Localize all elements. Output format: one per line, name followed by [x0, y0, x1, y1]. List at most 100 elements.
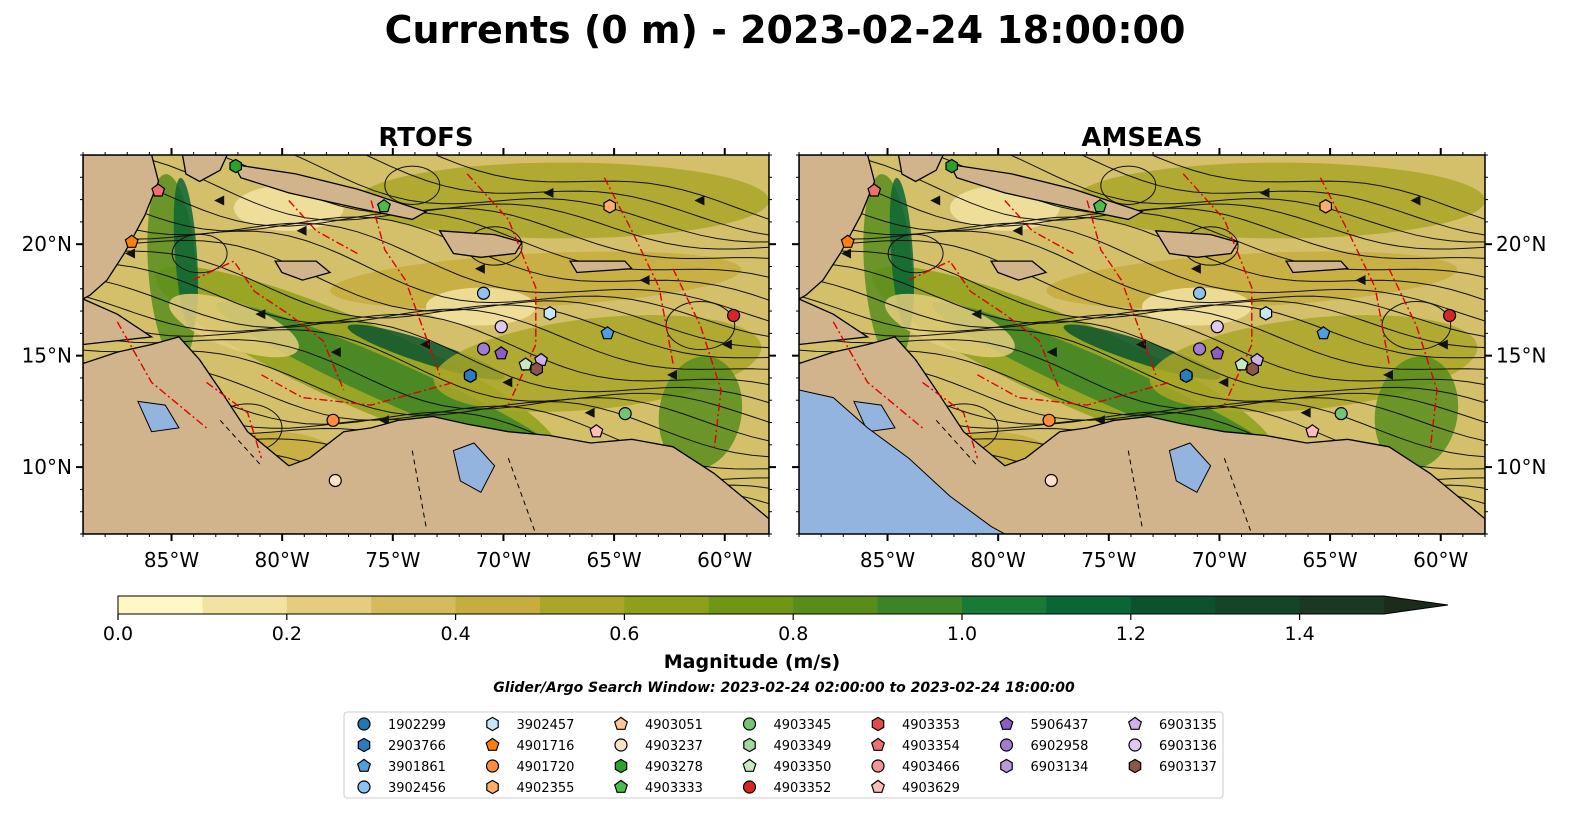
lon-tick-label: 65°W: [1302, 548, 1357, 572]
figure-title: Currents (0 m) - 2023-02-24 18:00:00: [385, 8, 1186, 52]
streamline: [83, 276, 769, 386]
platform-marker: [945, 158, 959, 174]
flow-arrow: [125, 248, 136, 259]
legend-label: 5906437: [1031, 718, 1089, 733]
eez-line: [370, 200, 441, 376]
flow-arrow: [639, 275, 650, 286]
flow-arrow: [296, 225, 307, 236]
platform-marker: [1334, 407, 1348, 421]
streamline: [1080, 155, 1485, 236]
legend-label: 4903353: [902, 718, 960, 733]
legend-item: 6902958: [999, 738, 1088, 754]
legend-label: 4903333: [645, 781, 703, 796]
flow-arrow: [1259, 187, 1270, 198]
platform-marker: [589, 424, 604, 438]
legend-label: 4903345: [774, 718, 832, 733]
lat-tick-label: 20°N: [22, 232, 72, 256]
platform-marker: [1319, 199, 1333, 214]
streamline: [83, 333, 769, 442]
streamline: [933, 155, 1485, 250]
panel-rtofs: RTOFS 85°W 80°W 75°W 70°W 65°W 60°W 20°N 15°N 10…: [22, 123, 776, 572]
platform-marker: [1259, 306, 1273, 321]
legend-label: 4901716: [517, 739, 575, 754]
lat-tick-label: 20°N: [1496, 232, 1546, 256]
current-magnitude-patch: [932, 301, 1284, 463]
pacific-ocean: [799, 389, 1006, 534]
legend-item: 6903137: [1128, 758, 1217, 775]
legend-marker-icon: [742, 780, 757, 794]
flow-arrow: [1136, 339, 1146, 350]
eez-line: [192, 260, 345, 391]
eez-line: [1388, 268, 1438, 451]
flow-arrow: [420, 339, 430, 350]
colorbar-segment: [708, 596, 794, 614]
legend-label: 6903136: [1159, 739, 1217, 754]
flow-arrow: [1410, 195, 1421, 206]
eez-line: [1086, 200, 1157, 376]
colorbar-segment: [1130, 596, 1216, 614]
legend-marker-icon: [357, 780, 371, 794]
colorbar-segment: [455, 596, 541, 614]
platform-marker: [1305, 424, 1320, 438]
colorbar-segment: [877, 596, 963, 614]
legend-marker-icon: [485, 737, 500, 751]
panel-title: RTOFS: [378, 123, 473, 153]
platform-marker: [1092, 198, 1107, 213]
platform-marker: [600, 326, 615, 340]
legend-item: 4903353: [871, 716, 960, 733]
current-magnitude-patch: [1374, 356, 1459, 470]
legend-item: 4903349: [743, 737, 832, 754]
land-mass: [273, 260, 332, 281]
colorbar-tick-label: 0.0: [103, 623, 133, 645]
flow-arrow: [1300, 407, 1311, 418]
legend-marker-icon: [742, 717, 757, 731]
colorbar-tick-label: 0.4: [440, 623, 470, 645]
platform-marker: [726, 308, 741, 323]
streamline: [799, 333, 1485, 442]
legend-item: 4903352: [742, 780, 831, 796]
colorbar-segment: [1299, 596, 1385, 614]
legend-label: 4902355: [517, 781, 575, 796]
legend-label: 3902457: [517, 718, 575, 733]
platform-marker: [229, 158, 242, 174]
legend-marker-icon: [870, 779, 886, 793]
legend-item: 5906437: [999, 716, 1089, 733]
colorbar-segment: [202, 596, 288, 614]
legend-marker-icon: [1000, 758, 1013, 774]
legend-marker-icon: [999, 716, 1014, 730]
legend-label: 3902456: [388, 781, 446, 796]
colorbar-tick-label: 0.2: [272, 623, 302, 645]
lake: [137, 400, 180, 433]
platform-marker: [463, 368, 477, 383]
platform-marker: [1210, 346, 1225, 360]
eddy-streamline: [887, 233, 944, 274]
current-magnitude-patch: [357, 162, 769, 239]
legend-label: 4903349: [774, 739, 832, 754]
current-magnitude-patch: [1142, 287, 1252, 326]
legend-marker-icon: [357, 737, 371, 753]
platform-marker: [151, 183, 166, 197]
legend-item: 3902457: [486, 716, 575, 733]
flow-arrow: [1094, 415, 1105, 426]
colorbar-segment: [1215, 596, 1301, 614]
flow-arrow: [584, 407, 595, 418]
platform-marker: [840, 234, 855, 248]
colorbar-label: Magnitude (m/s): [664, 651, 841, 673]
platform-legend: 1902299 2903766 3901861 3902456 3902457 49017…: [343, 711, 1224, 799]
legend-marker-icon: [1128, 758, 1142, 774]
lon-tick-label: 60°W: [1413, 548, 1468, 572]
lat-tick-label: 15°N: [22, 344, 72, 368]
lon-tick-label: 80°W: [971, 548, 1026, 572]
streamline: [364, 155, 769, 236]
flow-arrow: [1355, 275, 1366, 286]
legend-item: 4903629: [870, 779, 960, 796]
land-mass: [1284, 260, 1350, 274]
current-magnitude-patch: [173, 177, 199, 330]
legend-label: 4903629: [902, 781, 960, 796]
legend-item: 4903237: [614, 738, 703, 754]
colorbar-segment: [118, 596, 203, 614]
axis-ticks: 85°W 80°W 75°W 70°W 65°W 60°W 20°N 15°N 10°N: [22, 148, 776, 572]
platform-marker: [494, 320, 508, 334]
streamline: [799, 189, 1485, 301]
